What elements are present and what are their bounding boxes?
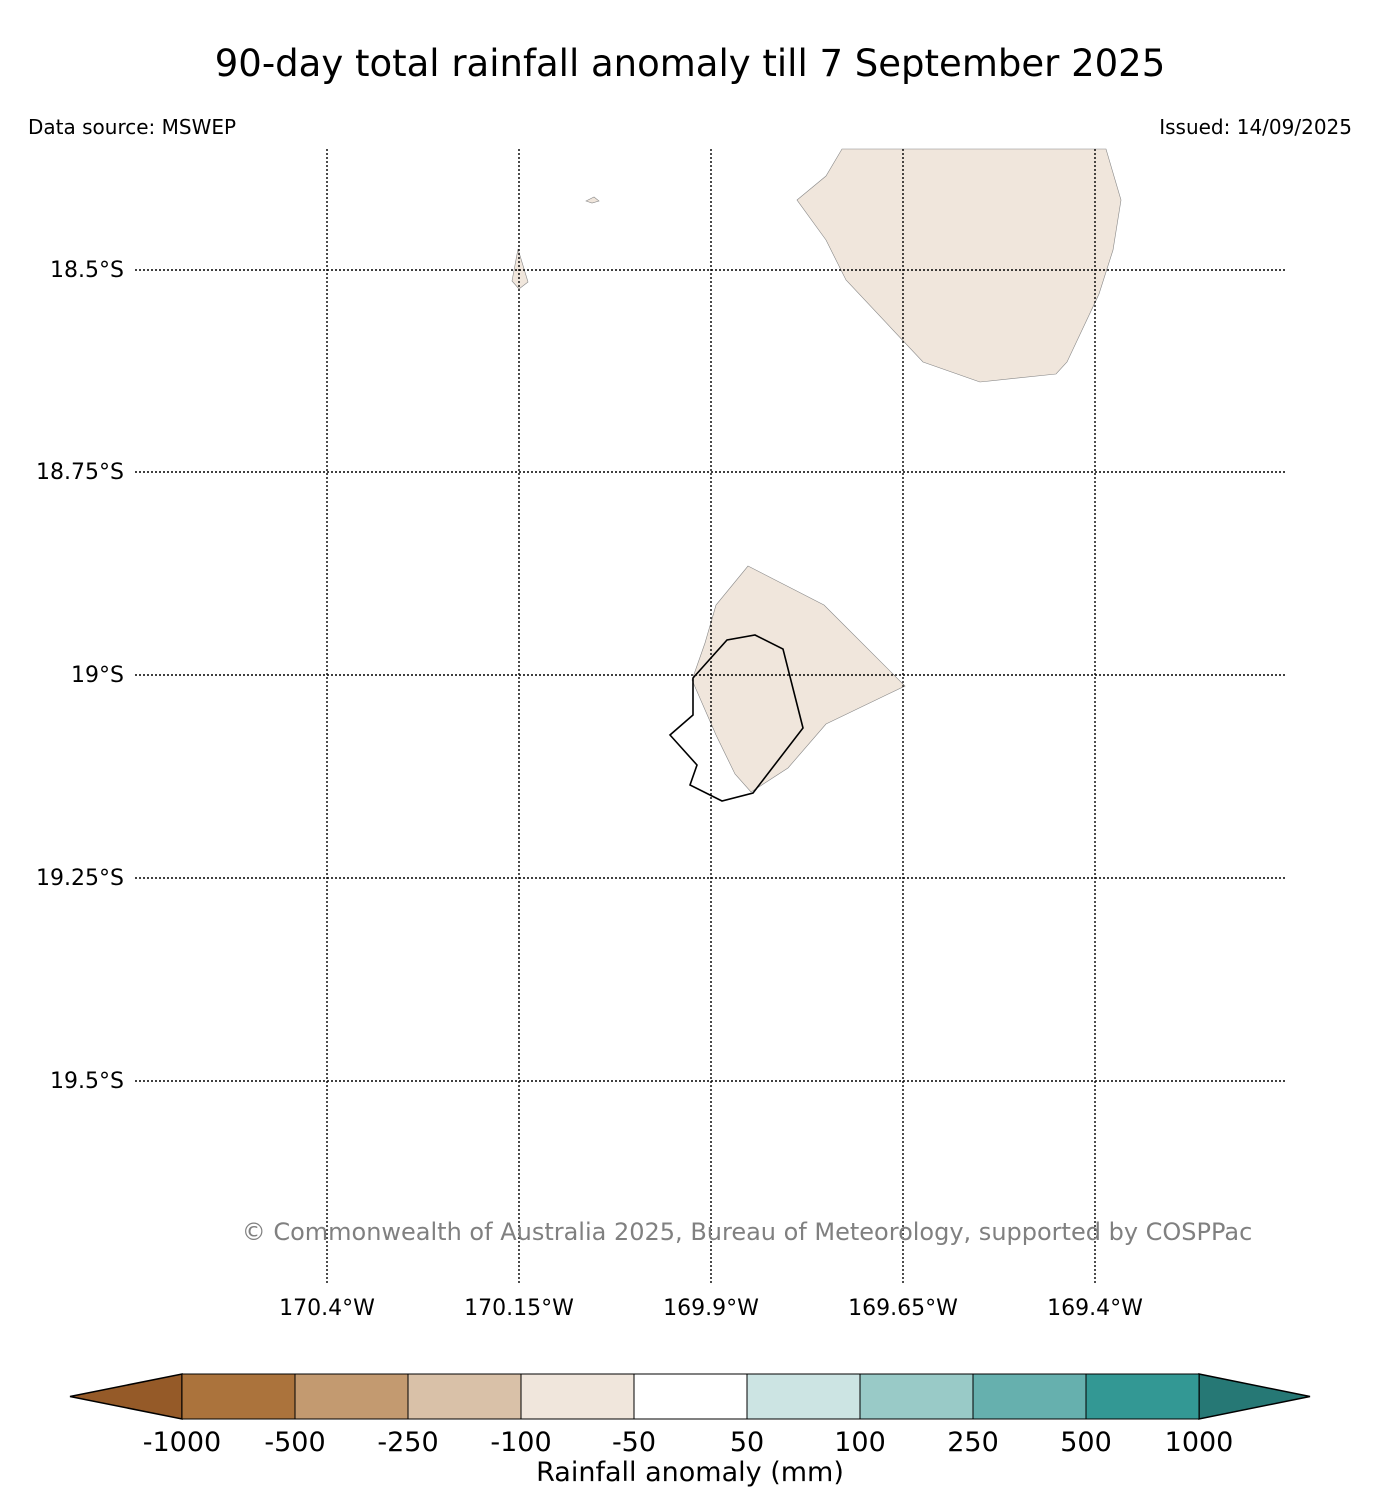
- colorbar-segment: [520, 1373, 635, 1420]
- anomaly-region-islet: [511, 248, 529, 290]
- colorbar-segment: [972, 1373, 1087, 1420]
- colorbar-tick-label: 500: [1060, 1427, 1112, 1458]
- issued-date-label: Issued: 14/09/2025: [1159, 115, 1352, 139]
- lon-tick-label: 170.15°W: [464, 1296, 574, 1321]
- anomaly-region-north: [796, 148, 1122, 383]
- niue-coastline: [668, 634, 804, 802]
- lat-tick-label: 19°S: [71, 663, 124, 688]
- colorbar-tick-label: -100: [490, 1427, 551, 1458]
- anomaly-region-speck: [585, 196, 600, 204]
- colorbar-segment: [859, 1373, 974, 1420]
- colorbar-tick-label: 1000: [1165, 1427, 1234, 1458]
- colorbar-segment: [181, 1373, 296, 1420]
- lon-tick-label: 169.65°W: [848, 1296, 958, 1321]
- colorbar-tick-label: 250: [947, 1427, 999, 1458]
- colorbar-tick-label: -250: [377, 1427, 438, 1458]
- colorbar-segment: [633, 1373, 748, 1420]
- longitude-gridlines: [326, 149, 1096, 1285]
- lon-tick-label: 170.4°W: [279, 1296, 375, 1321]
- copyright-notice: © Commonwealth of Australia 2025, Bureau…: [242, 1218, 1253, 1246]
- colorbar-label: Rainfall anomaly (mm): [536, 1457, 844, 1488]
- lon-tick-label: 169.4°W: [1047, 1296, 1143, 1321]
- colorbar-segment: [746, 1373, 861, 1420]
- colorbar-tick-label: -500: [264, 1427, 325, 1458]
- figure-title: 90-day total rainfall anomaly till 7 Sep…: [215, 42, 1166, 85]
- lat-tick-label: 18.75°S: [36, 460, 124, 485]
- colorbar-extend-high: [1198, 1373, 1311, 1420]
- colorbar-tick-label: -1000: [143, 1427, 221, 1458]
- colorbar-segment: [1085, 1373, 1200, 1420]
- colorbar-tick-label: 100: [834, 1427, 886, 1458]
- colorbar-segment: [294, 1373, 409, 1420]
- map-area: 18.5°S 18.75°S 19°S 19.25°S 19.5°S 170.4…: [36, 148, 1286, 1321]
- anomaly-region-south: [691, 565, 906, 793]
- lat-tick-label: 19.5°S: [50, 1069, 124, 1094]
- lon-tick-label: 169.9°W: [663, 1296, 759, 1321]
- colorbar-segment: [407, 1373, 522, 1420]
- colorbar-extend-low: [69, 1373, 183, 1420]
- colorbar: -1000 -500 -250 -100 -50 50 100 250 500 1000: [69, 1373, 1311, 1458]
- data-source-label: Data source: MSWEP: [28, 115, 236, 139]
- lat-tick-label: 18.5°S: [50, 258, 124, 283]
- lat-tick-label: 19.25°S: [36, 866, 124, 891]
- colorbar-tick-label: -50: [612, 1427, 656, 1458]
- colorbar-tick-label: 50: [730, 1427, 764, 1458]
